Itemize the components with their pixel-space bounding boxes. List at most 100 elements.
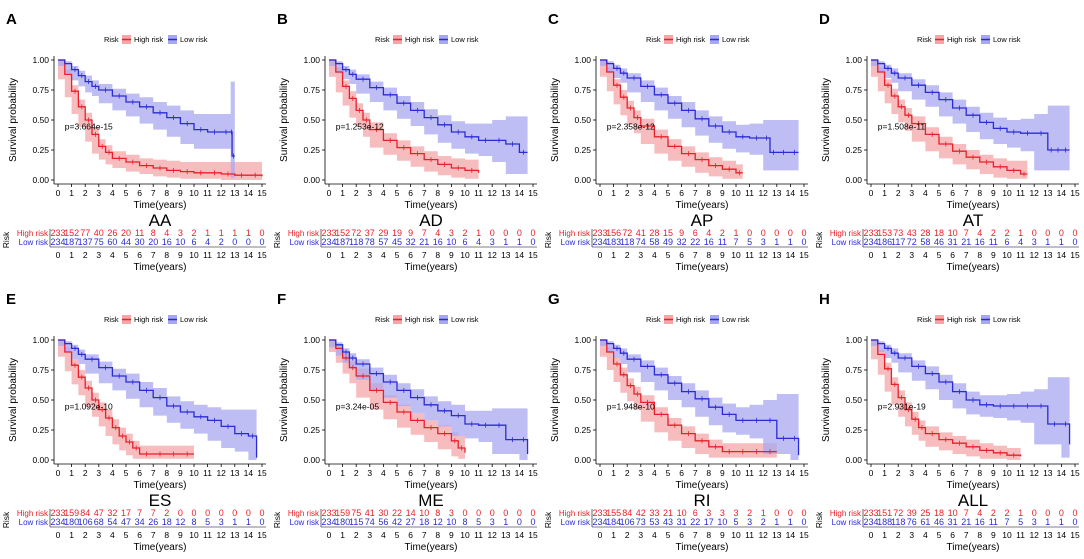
risk-low-count: 72 — [907, 237, 917, 247]
risk-low-count: 10 — [446, 237, 456, 247]
risk-low-count: 234 — [321, 237, 336, 247]
risk-low-count: 18 — [419, 517, 429, 527]
risk-low-count: 1 — [503, 237, 508, 247]
x-axis-title: Time(years) — [676, 480, 729, 491]
y-tick-label: 0.00 — [303, 455, 320, 465]
x-tick-label: 1 — [69, 188, 74, 198]
risk-x-tick-label: 0 — [869, 250, 874, 260]
ci-band-high-risk — [600, 60, 743, 179]
risk-low-count: 61 — [920, 517, 930, 527]
x-tick-label: 12 — [216, 468, 226, 478]
risk-low-count: 11 — [989, 237, 998, 247]
x-tick-label: 10 — [460, 468, 470, 478]
risk-x-tick-label: 15 — [257, 530, 267, 540]
risk-low-count: 1 — [788, 517, 793, 527]
x-tick-label: 1 — [611, 188, 616, 198]
risk-low-count: 234 — [863, 517, 878, 527]
risk-low-count: 1 — [503, 517, 508, 527]
risk-x-tick-label: 8 — [435, 250, 440, 260]
x-tick-label: 12 — [758, 468, 768, 478]
x-tick-label: 3 — [909, 188, 914, 198]
x-tick-label: 13 — [772, 468, 782, 478]
risk-x-tick-label: 13 — [230, 530, 240, 540]
risk-x-tick-label: 11 — [203, 250, 212, 260]
risk-low-count: 234 — [863, 237, 878, 247]
risk-high-count: 152 — [64, 228, 79, 238]
risk-high-count: 0 — [801, 228, 806, 238]
risk-high-count: 233 — [592, 508, 607, 518]
risk-low-count: 4 — [205, 237, 210, 247]
risk-high-count: 155 — [606, 508, 621, 518]
risk-low-count: 31 — [948, 517, 958, 527]
x-tick-label: 7 — [151, 468, 156, 478]
risk-x-tick-label: 10 — [460, 250, 470, 260]
risk-x-tick-label: 6 — [137, 530, 142, 540]
x-tick-label: 1 — [882, 468, 887, 478]
x-tick-label: 2 — [625, 468, 630, 478]
risk-x-tick-label: 4 — [923, 530, 928, 540]
y-tick-label: 0.75 — [845, 365, 862, 375]
risk-high-count: 10 — [948, 228, 958, 238]
x-tick-label: 4 — [381, 188, 386, 198]
risk-high-count: 1 — [761, 508, 766, 518]
p-value: p=1.948e-10 — [607, 402, 655, 412]
risk-low-count: 0 — [232, 237, 237, 247]
risk-low-count: 180 — [64, 517, 79, 527]
x-tick-label: 0 — [598, 468, 603, 478]
risk-low-count: 32 — [677, 237, 687, 247]
y-tick-label: 0.25 — [845, 425, 862, 435]
risk-high-label: High risk — [17, 229, 49, 238]
risk-x-tick-label: 2 — [354, 530, 359, 540]
legend-low-label: Low risk — [722, 35, 750, 44]
panel-title: RI — [694, 491, 711, 510]
risk-low-count: 58 — [920, 237, 930, 247]
y-tick-label: 0.25 — [574, 145, 591, 155]
risk-high-label: High risk — [559, 229, 591, 238]
risk-x-tick-label: 1 — [69, 530, 74, 540]
legend-title: Risk — [646, 35, 661, 44]
legend-low-label: Low risk — [451, 315, 479, 324]
x-tick-label: 11 — [745, 468, 754, 478]
y-tick-label: 0.50 — [303, 395, 320, 405]
y-axis-title: Survival probability — [550, 358, 561, 442]
risk-x-tick-label: 5 — [395, 250, 400, 260]
risk-x-tick-label: 13 — [772, 250, 782, 260]
risk-high-count: 159 — [335, 508, 350, 518]
risk-low-label: Low risk — [561, 518, 591, 527]
risk-low-count: 16 — [975, 517, 985, 527]
risk-x-axis-title: Time(years) — [947, 262, 1000, 273]
risk-x-tick-label: 9 — [449, 250, 454, 260]
risk-low-count: 73 — [636, 517, 646, 527]
km-curve-high-risk — [329, 59, 480, 173]
x-tick-label: 1 — [611, 468, 616, 478]
risk-x-tick-label: 3 — [638, 250, 643, 260]
risk-high-count: 1 — [246, 228, 251, 238]
risk-low-count: 0 — [1072, 517, 1077, 527]
x-tick-label: 7 — [964, 188, 969, 198]
risk-high-count: 0 — [219, 508, 224, 518]
risk-x-tick-label: 1 — [69, 250, 74, 260]
x-tick-label: 3 — [367, 188, 372, 198]
risk-low-count: 16 — [975, 237, 985, 247]
risk-x-tick-label: 5 — [124, 250, 129, 260]
risk-x-tick-label: 12 — [487, 250, 497, 260]
legend: Risk High risk Low risk — [375, 315, 479, 324]
risk-high-count: 3 — [449, 228, 454, 238]
risk-high-count: 15 — [663, 228, 673, 238]
risk-low-count: 57 — [378, 237, 388, 247]
risk-high-count: 25 — [920, 508, 930, 518]
risk-high-count: 2 — [462, 228, 467, 238]
risk-x-tick-label: 6 — [950, 530, 955, 540]
risk-low-count: 45 — [392, 237, 402, 247]
y-axis-title: Survival probability — [279, 78, 290, 162]
risk-x-tick-label: 13 — [230, 250, 240, 260]
legend-high-label: High risk — [134, 35, 163, 44]
risk-x-tick-label: 7 — [964, 530, 969, 540]
x-tick-label: 6 — [408, 188, 413, 198]
x-tick-label: 13 — [501, 468, 511, 478]
p-value: p=1.092e-10 — [65, 402, 113, 412]
